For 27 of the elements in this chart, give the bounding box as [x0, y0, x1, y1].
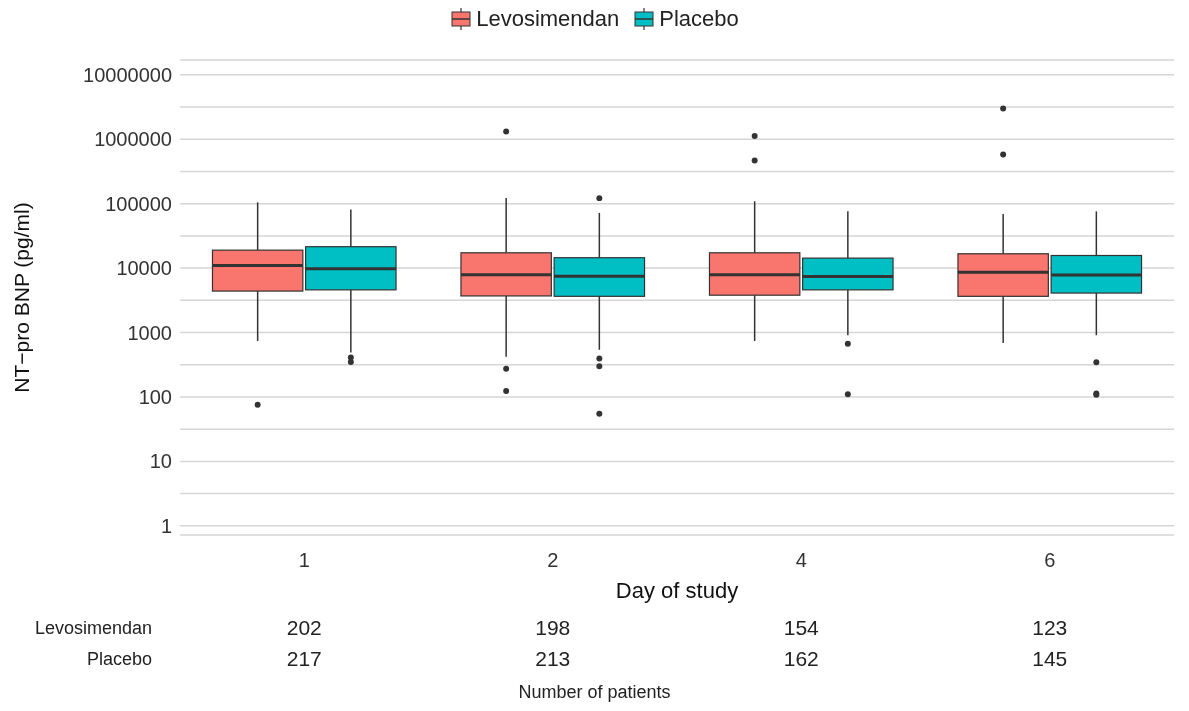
text: Levosimendan	[34, 618, 152, 639]
text: 202	[285, 616, 323, 640]
y-tick-label: 100	[138, 386, 172, 409]
x-axis-title: Day of study	[615, 578, 739, 603]
y-tick-label: 10	[149, 450, 172, 473]
text: Number of patients	[517, 682, 672, 703]
text: 162	[782, 647, 820, 671]
legend-label: Placebo	[659, 6, 739, 32]
y-tick-label: 10000000	[83, 63, 172, 86]
y-tick-label: 1000000	[94, 128, 172, 151]
y-axis-title: NT−pro BNP (pg/ml)	[10, 202, 34, 393]
text: 217	[285, 647, 323, 671]
y-tick-label: 1	[160, 514, 172, 537]
text: 154	[782, 616, 820, 640]
y-tick-label: 100000	[105, 192, 172, 215]
text: 145	[1031, 647, 1069, 671]
text: Placebo	[86, 649, 152, 670]
x-tick-label: 2	[547, 549, 559, 572]
x-tick-label: 1	[298, 549, 310, 572]
y-tick-label: 10000	[116, 257, 172, 280]
x-tick-label: 4	[795, 549, 807, 572]
legend-label: Levosimendan	[476, 6, 620, 32]
y-tick-label: 1000	[127, 321, 172, 344]
text: 198	[534, 616, 572, 640]
x-tick-label: 6	[1044, 549, 1056, 572]
text: 213	[534, 647, 572, 671]
text: 123	[1031, 616, 1069, 640]
